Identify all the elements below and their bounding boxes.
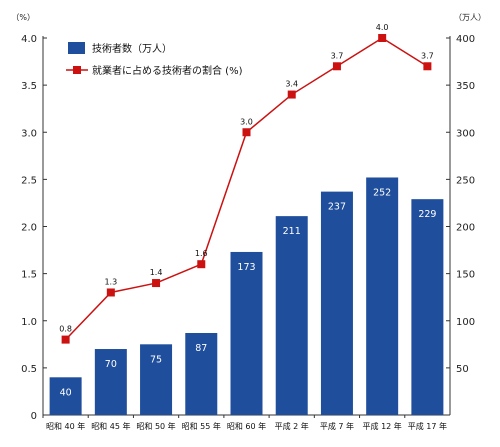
bar-value-label: 70 bbox=[105, 359, 117, 370]
line-point bbox=[152, 279, 161, 288]
bar bbox=[320, 191, 353, 415]
line-point bbox=[332, 62, 341, 71]
line-point bbox=[197, 260, 206, 269]
bar-value-label: 252 bbox=[373, 187, 391, 198]
line-value-label: 1.4 bbox=[150, 268, 163, 277]
bar-value-label: 75 bbox=[150, 354, 162, 365]
x-tick-label: 昭和 55 年 bbox=[182, 421, 221, 431]
right-tick-label: 400 bbox=[456, 34, 475, 45]
left-tick-label: 4.0 bbox=[21, 34, 37, 45]
right-tick-label: 350 bbox=[456, 81, 475, 92]
line-value-label: 0.8 bbox=[59, 325, 72, 334]
line-value-label: 4.0 bbox=[376, 23, 389, 32]
bar-value-label: 237 bbox=[328, 202, 346, 213]
left-tick-label: 0.5 bbox=[21, 364, 37, 375]
line-point bbox=[242, 128, 251, 137]
left-axis-unit: （%） bbox=[11, 13, 35, 22]
bar bbox=[411, 199, 444, 415]
x-tick-label: 昭和 50 年 bbox=[136, 421, 175, 431]
line-point bbox=[61, 335, 70, 344]
line-series: 0.8 1.3 1.4 1.6 3.0 3.4 3.7 4.0 3.7 bbox=[59, 23, 434, 344]
legend-line-label: 就業者に占める技術者の割合 (%) bbox=[92, 64, 243, 77]
legend-bar-swatch bbox=[68, 42, 85, 54]
line-point bbox=[378, 34, 387, 42]
right-axis-unit: （万人） bbox=[454, 13, 486, 22]
line-point bbox=[423, 62, 432, 71]
right-tick-label: 200 bbox=[456, 223, 475, 234]
x-tick-label: 昭和 45 年 bbox=[91, 421, 130, 431]
line-point bbox=[106, 288, 115, 297]
line-value-label: 3.4 bbox=[285, 80, 298, 89]
legend: 技術者数（万人） 就業者に占める技術者の割合 (%) bbox=[66, 42, 243, 77]
axes: 0 0.5 1.0 1.5 2.0 2.5 3.0 3.5 4.0 50 100 150 200 250 3… bbox=[11, 13, 486, 431]
bar bbox=[185, 333, 218, 415]
left-tick-label: 0 bbox=[31, 411, 37, 422]
bar bbox=[140, 344, 173, 415]
left-tick-label: 3.5 bbox=[21, 81, 37, 92]
bar-value-label: 173 bbox=[237, 262, 255, 273]
line-value-label: 3.7 bbox=[421, 51, 434, 60]
line-value-label: 3.0 bbox=[240, 117, 253, 126]
bar bbox=[94, 349, 127, 415]
x-tick-label: 平成 7 年 bbox=[320, 421, 354, 431]
x-tick-label: 平成 12 年 bbox=[363, 421, 402, 431]
bar-value-label: 229 bbox=[418, 209, 436, 220]
x-tick-label: 平成 17 年 bbox=[408, 421, 447, 431]
bar bbox=[230, 251, 263, 415]
bars: 40 70 75 87 173 211 237 252 229 bbox=[49, 177, 444, 415]
line-value-label: 1.6 bbox=[195, 249, 208, 258]
line-value-label: 1.3 bbox=[104, 277, 117, 286]
left-tick-label: 1.0 bbox=[21, 317, 37, 328]
bar bbox=[366, 177, 399, 415]
left-tick-label: 1.5 bbox=[21, 270, 37, 281]
right-tick-label: 50 bbox=[456, 364, 469, 375]
bar-value-label: 211 bbox=[283, 226, 301, 237]
x-tick-label: 昭和 40 年 bbox=[46, 421, 85, 431]
right-tick-label: 250 bbox=[456, 175, 475, 186]
left-tick-label: 3.0 bbox=[21, 128, 37, 139]
legend-bar-label: 技術者数（万人） bbox=[92, 42, 172, 55]
bar bbox=[49, 377, 82, 415]
right-tick-label: 150 bbox=[456, 270, 475, 281]
bar-value-label: 40 bbox=[60, 387, 72, 398]
line-point bbox=[287, 90, 296, 99]
right-tick-label: 300 bbox=[456, 128, 475, 139]
legend-line-marker bbox=[73, 66, 81, 74]
bar-value-label: 87 bbox=[195, 343, 207, 354]
right-tick-label: 100 bbox=[456, 317, 475, 328]
bar bbox=[275, 216, 308, 415]
left-tick-label: 2.5 bbox=[21, 175, 37, 186]
x-tick-label: 昭和 60 年 bbox=[227, 421, 266, 431]
x-tick-label: 平成 2 年 bbox=[275, 421, 309, 431]
line-value-label: 3.7 bbox=[331, 51, 344, 60]
left-tick-label: 2.0 bbox=[21, 223, 37, 234]
